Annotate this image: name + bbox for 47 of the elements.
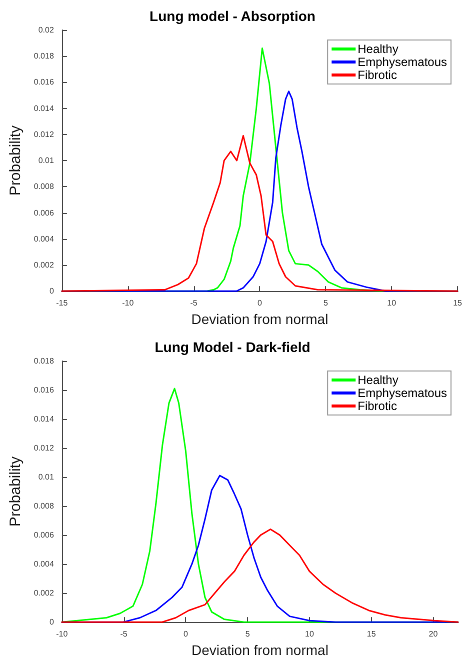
legend-label: Emphysematous bbox=[358, 55, 447, 69]
y-tick-label: 0.008 bbox=[34, 182, 54, 192]
x-axis-title: Deviation from normal bbox=[191, 311, 328, 327]
y-tick-label: 0.014 bbox=[34, 104, 54, 113]
x-tick-label: -15 bbox=[56, 298, 68, 308]
y-tick-label: 0.008 bbox=[34, 502, 54, 511]
legend-label: Fibrotic bbox=[358, 68, 397, 82]
x-tick-label: -5 bbox=[190, 298, 198, 308]
x-tick-label: 10 bbox=[305, 630, 314, 639]
x-tick-label: 15 bbox=[453, 298, 463, 308]
y-tick-label: 0.01 bbox=[38, 472, 54, 482]
y-tick-label: 0 bbox=[49, 618, 54, 627]
y-tick-label: 0.02 bbox=[38, 26, 54, 34]
y-tick-label: 0.012 bbox=[34, 130, 54, 139]
chart-title: Lung model - Absorption bbox=[150, 8, 316, 24]
y-tick-label: 0.016 bbox=[34, 78, 54, 87]
x-tick-label: 15 bbox=[366, 630, 376, 639]
x-tick-label: 5 bbox=[245, 630, 250, 639]
x-tick-label: 10 bbox=[387, 298, 397, 308]
y-axis-title: Probability bbox=[7, 456, 24, 527]
legend-label: Healthy bbox=[358, 42, 398, 56]
y-tick-label: 0.018 bbox=[34, 52, 54, 61]
x-tick-label: -10 bbox=[122, 298, 134, 308]
y-tick-label: 0.006 bbox=[34, 208, 54, 218]
x-tick-label: 5 bbox=[323, 298, 328, 308]
legend-label: Fibrotic bbox=[358, 399, 397, 413]
chart-title: Lung Model - Dark-field bbox=[154, 339, 310, 355]
y-tick-label: 0.01 bbox=[38, 156, 54, 166]
x-tick-label: 20 bbox=[428, 630, 438, 639]
legend-label: Healthy bbox=[358, 373, 398, 387]
y-tick-label: 0.016 bbox=[34, 386, 54, 395]
y-tick-label: 0.002 bbox=[34, 588, 54, 598]
y-tick-label: 0.006 bbox=[34, 530, 54, 540]
x-tick-label: 0 bbox=[183, 630, 188, 639]
x-tick-label: -10 bbox=[56, 630, 68, 639]
y-tick-label: 0.002 bbox=[34, 260, 54, 270]
y-tick-label: 0 bbox=[49, 286, 54, 296]
legend-label: Emphysematous bbox=[358, 386, 447, 400]
x-axis-title: Deviation from normal bbox=[191, 642, 328, 658]
y-tick-label: 0.004 bbox=[34, 560, 54, 569]
x-tick-label: -5 bbox=[120, 630, 128, 639]
y-tick-label: 0.012 bbox=[34, 444, 54, 453]
y-tick-label: 0.004 bbox=[34, 234, 54, 244]
y-tick-label: 0.014 bbox=[34, 414, 54, 424]
y-axis-title: Probability bbox=[7, 125, 24, 196]
x-tick-label: 0 bbox=[258, 298, 263, 308]
y-tick-label: 0.018 bbox=[34, 356, 54, 366]
